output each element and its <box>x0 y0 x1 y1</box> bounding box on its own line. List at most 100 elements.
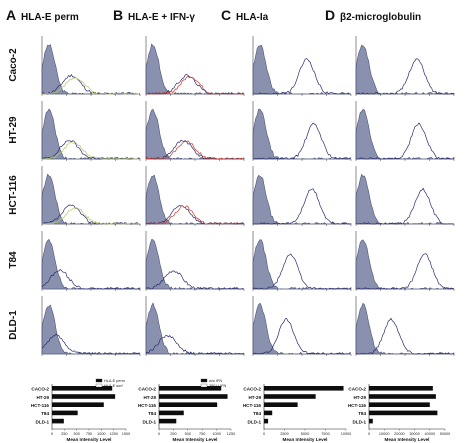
isotype-histogram <box>355 109 455 160</box>
isotype-histogram <box>252 302 351 355</box>
isotype-histogram <box>41 304 140 355</box>
bar-x-tick-label: 10000 <box>379 432 390 436</box>
isotype-histogram <box>252 108 352 160</box>
bar-category-label: HT-29 <box>248 395 261 400</box>
bar <box>264 402 298 407</box>
bar-x-axis-label: Mean Intensity Level <box>385 437 430 442</box>
bar <box>159 418 177 424</box>
bar <box>52 402 104 407</box>
stain-histogram <box>356 122 455 160</box>
hla-e-histogram <box>41 207 141 225</box>
bar-category-label: CACO-2 <box>243 387 261 392</box>
panel-title: β2-microglobulin <box>340 12 421 23</box>
bar-category-label: DLD-1 <box>352 419 366 424</box>
bar <box>264 410 273 416</box>
bar-category-label: T84 <box>41 411 49 416</box>
bar-category-label: HCT-116 <box>348 403 367 408</box>
histogram-plot <box>355 36 455 96</box>
ifn-histogram <box>145 205 245 225</box>
bar-chart: CACO-2 HT-29 HCT-116 T84 DLD-1 0 250 500 750 1000… <box>138 378 235 442</box>
isotype-histogram <box>355 44 455 95</box>
histogram-plot <box>41 231 141 291</box>
isotype-histogram <box>252 174 352 225</box>
cell-line-label: HCT-116 <box>8 175 19 215</box>
cell-line-labels: Caco-2 HT-29 HCT-116 T84 DLD-1 <box>8 48 19 340</box>
panel-title: HLA-E perm <box>21 12 79 23</box>
bar <box>159 394 228 399</box>
cell-line-label: DLD-1 <box>8 310 19 340</box>
bar <box>264 394 316 399</box>
panel-letter: A <box>6 7 16 23</box>
bar <box>52 410 78 416</box>
panel-letter: B <box>113 7 123 23</box>
histogram-plot <box>41 166 141 226</box>
stain-histogram <box>252 122 352 160</box>
histogram-plot <box>252 166 352 226</box>
stain-histogram <box>145 270 245 290</box>
bar-x-tick-label: 500 <box>185 432 191 436</box>
isotype-histogram <box>145 43 245 95</box>
cell-line-label: Caco-2 <box>8 48 19 82</box>
stain-histogram <box>253 188 351 225</box>
stain-histogram <box>145 334 245 355</box>
bar-x-tick-label: 1000 <box>97 432 105 436</box>
isotype-histogram <box>355 302 455 355</box>
histogram-plot <box>252 36 352 96</box>
legend-swatch <box>200 383 208 388</box>
histogram-plot <box>145 231 245 291</box>
bar-x-tick-label: 30000 <box>409 432 420 436</box>
histogram-plot <box>41 296 141 356</box>
bar <box>264 386 344 391</box>
bar-x-tick-label: 5000 <box>301 432 309 436</box>
histogram-plot <box>355 166 455 226</box>
bar <box>264 418 269 424</box>
hla-e-histogram <box>42 76 141 95</box>
stain-histogram <box>41 333 141 355</box>
histogram-plot <box>355 101 455 161</box>
histogram-plot <box>145 101 245 161</box>
bar-category-label: DLD-1 <box>142 419 156 424</box>
bar <box>369 394 436 399</box>
cell-line-label: T84 <box>8 251 19 269</box>
bar <box>52 394 116 399</box>
ifn-histogram <box>146 75 244 95</box>
isotype-histogram <box>355 239 454 290</box>
isotype-histogram <box>41 108 141 160</box>
bar-x-tick-label: 500 <box>73 432 79 436</box>
bar-category-label: T84 <box>358 411 366 416</box>
bar-x-tick-label: 1500 <box>122 432 130 436</box>
bar-chart: CACO-2 HT-29 HCT-116 T84 DLD-1 0 250 500 750 1000… <box>31 378 130 442</box>
bar <box>159 386 222 391</box>
bar-category-label: HT-29 <box>143 395 156 400</box>
bar <box>369 386 433 391</box>
bar <box>52 386 113 391</box>
panel-letter: C <box>221 7 231 23</box>
legend-swatch <box>95 378 103 383</box>
stain-histogram <box>252 317 351 355</box>
isotype-histogram <box>145 174 246 225</box>
bar-category-label: DLD-1 <box>35 419 49 424</box>
bar-x-tick-label: 7500 <box>321 432 329 436</box>
legend-swatch <box>200 378 208 383</box>
legend-label: w/o IFN <box>209 379 222 383</box>
legend-swatch <box>95 383 103 388</box>
bar-x-tick-label: 50000 <box>440 432 451 436</box>
panel-title: HLA-Ia <box>236 12 269 23</box>
bar-x-tick-label: 0 <box>263 432 265 436</box>
histogram-plot <box>355 231 455 291</box>
bar-category-label: DLD-1 <box>247 419 261 424</box>
bar-category-label: HCT-116 <box>31 403 50 408</box>
bar-chart: CACO-2 HT-29 HCT-116 T84 DLD-1 0 10000 20000 300… <box>348 384 450 442</box>
ifn-histogram <box>145 140 245 160</box>
bar-x-tick-label: 40000 <box>425 432 436 436</box>
bar-category-label: CACO-2 <box>138 387 156 392</box>
bar-x-tick-label: 750 <box>86 432 92 436</box>
panel-title: HLA-E + IFN-γ <box>128 12 195 23</box>
legend-label: HLA-E surf <box>104 384 124 388</box>
bar-category-label: HT-29 <box>353 395 366 400</box>
bar-x-axis-label: Mean Intensity Level <box>283 437 328 442</box>
bar-x-tick-label: 0 <box>158 432 160 436</box>
bar-x-axis-label: Mean Intensity Level <box>67 437 112 442</box>
bar-x-tick-label: 0 <box>368 432 370 436</box>
